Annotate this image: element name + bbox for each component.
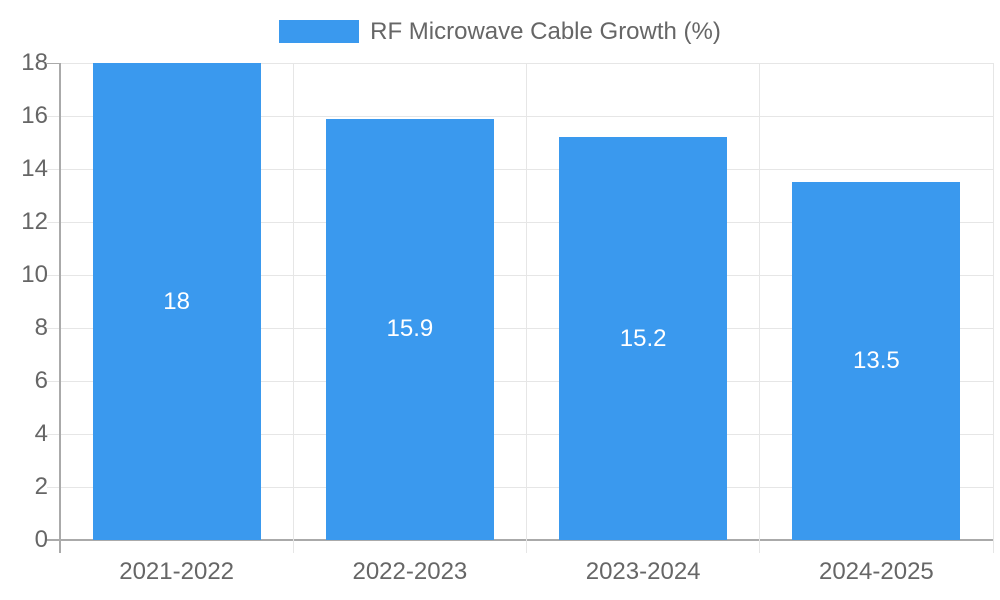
x-axis-line [47,539,993,541]
y-gridline [47,486,993,488]
bar-value-label: 15.2 [619,324,667,352]
y-tick-label: 2 [34,473,48,500]
bar-value-label: 18 [163,287,190,315]
y-tick-label: 0 [34,526,48,553]
category-separator [759,63,761,553]
category-separator [292,63,294,553]
bar-value-label: 15.9 [386,315,434,343]
legend: RF Microwave Cable Growth (%) [0,18,1000,45]
y-gridline [47,433,993,435]
y-tick-label: 12 [21,208,48,235]
y-tick-label: 18 [21,49,48,76]
y-gridline [47,62,993,64]
bar[interactable] [792,182,961,540]
y-tick-label: 14 [21,155,48,182]
x-tick-label: 2021-2022 [119,558,235,585]
y-axis-labels: 0 2 4 6 8 10 12 14 16 18 [0,49,48,553]
bar[interactable] [92,63,261,540]
category-separator [992,63,994,553]
y-gridline [47,115,993,117]
y-gridline [47,380,993,382]
x-tick-label: 2024-2025 [818,558,934,585]
y-gridline [47,168,993,170]
y-tick-label: 16 [21,102,48,129]
legend-item[interactable]: RF Microwave Cable Growth (%) [279,18,721,45]
plot-area: 18 15.9 15.2 13.5 [47,62,994,553]
y-gridline [47,274,993,276]
y-tick-label: 10 [21,261,48,288]
bar[interactable] [325,118,494,540]
y-tick-label: 6 [34,367,48,394]
legend-label: RF Microwave Cable Growth (%) [370,18,721,45]
x-axis-labels: 2021-2022 2022-2023 2023-2024 2024-2025 [60,558,993,586]
y-tick-label: 8 [34,314,48,341]
x-tick-label: 2022-2023 [352,558,468,585]
category-separator [526,63,527,553]
x-tick-label: 2023-2024 [585,558,701,585]
y-gridline [47,221,993,223]
y-gridline [47,327,993,329]
y-tick-label: 4 [34,420,48,447]
legend-swatch [279,20,360,43]
bar[interactable] [559,137,728,540]
y-axis-line [59,63,61,553]
bar-value-label: 13.5 [853,347,900,375]
y-tick-mark [47,63,60,64]
